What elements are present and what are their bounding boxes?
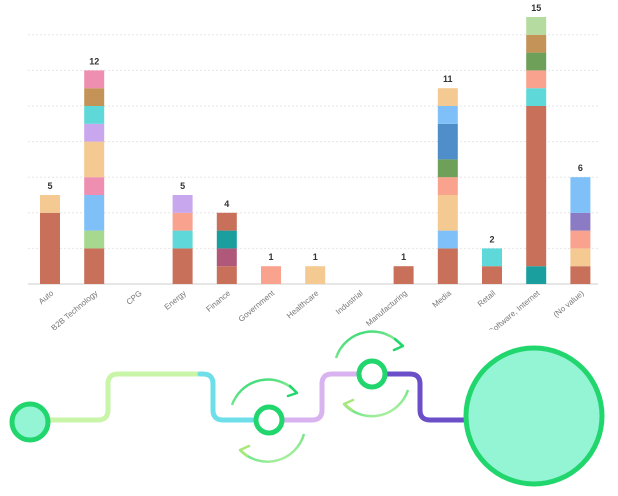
bar-segment[interactable] [172,248,193,284]
hub-arc-top [230,378,297,406]
bar-segment[interactable] [437,248,458,284]
bar-segment[interactable] [482,266,502,284]
bar-segment[interactable] [526,52,547,71]
bar-total-label: 15 [531,3,541,13]
hub-arc-top [334,330,403,359]
connector-segment-cyan [197,371,258,423]
connector-segment-purple [383,371,471,423]
hub-arc-bottom [239,433,306,463]
bar-total-label: 1 [268,252,273,262]
bar-total-label: 5 [180,181,185,191]
gridlines [28,34,598,249]
bar-segment[interactable] [84,177,105,195]
end-node [463,345,605,487]
arrow-head-icon [286,384,299,398]
bar-segment[interactable] [437,106,458,124]
bar-segment[interactable] [482,248,502,267]
bar-segment[interactable] [526,266,547,284]
bar-segment[interactable] [526,106,547,267]
bar-segment[interactable] [84,106,105,124]
bar-segment[interactable] [216,266,237,284]
bar-segment[interactable] [40,212,60,284]
connector-segment-light-green [45,371,203,423]
bar-segment[interactable] [216,248,237,267]
bar-segment[interactable] [172,195,193,213]
bars-layer [40,17,591,284]
bar-segment[interactable] [84,230,105,249]
bar-total-label: 6 [578,163,583,173]
bar-total-label: 1 [401,252,406,262]
bar-segment[interactable] [526,70,547,89]
bar-segment[interactable] [570,230,591,249]
bar-segment[interactable] [570,248,591,267]
bar-segment[interactable] [437,230,458,249]
bar-segment[interactable] [570,212,591,231]
bar-segment[interactable] [84,248,105,284]
bar-segment[interactable] [84,88,105,106]
bar-segment[interactable] [437,195,458,231]
bar-segment[interactable] [437,177,458,195]
bar-segment[interactable] [437,123,458,160]
hub-node [253,404,285,436]
hub-node [356,358,388,390]
bar-total-label: 11 [443,74,453,84]
bar-total-label: 1 [313,252,318,262]
bar-total-label: 4 [224,199,229,209]
bar-segment[interactable] [570,266,591,284]
bar-segment[interactable] [570,177,591,213]
bar-total-label: 5 [47,181,52,191]
bar-segment[interactable] [84,123,105,142]
bar-segment[interactable] [172,212,193,231]
bar-segment[interactable] [526,34,547,53]
bar-segment[interactable] [40,195,60,213]
bar-segment[interactable] [84,70,105,89]
bar-segment[interactable] [216,230,237,249]
bar-segment[interactable] [437,159,458,178]
bar-segment[interactable] [305,266,326,284]
hub-arc-bottom [343,389,410,418]
bar-segment[interactable] [261,266,281,284]
connector-segment-lilac [280,371,361,423]
arrow-head-icon [238,444,251,458]
bar-segment[interactable] [393,266,414,284]
bar-total-label: 12 [89,56,99,66]
bar-segment[interactable] [84,195,105,231]
bar-total-label: 2 [489,234,494,244]
bar-segment[interactable] [216,212,237,231]
bar-segment[interactable] [437,88,458,106]
bar-segment[interactable] [526,88,547,106]
arrow-head-icon [342,398,355,412]
bar-segment[interactable] [526,17,547,35]
bar-segment[interactable] [172,230,193,249]
arrow-head-icon [392,337,405,352]
bar-segment[interactable] [84,141,105,178]
start-node [9,401,51,443]
